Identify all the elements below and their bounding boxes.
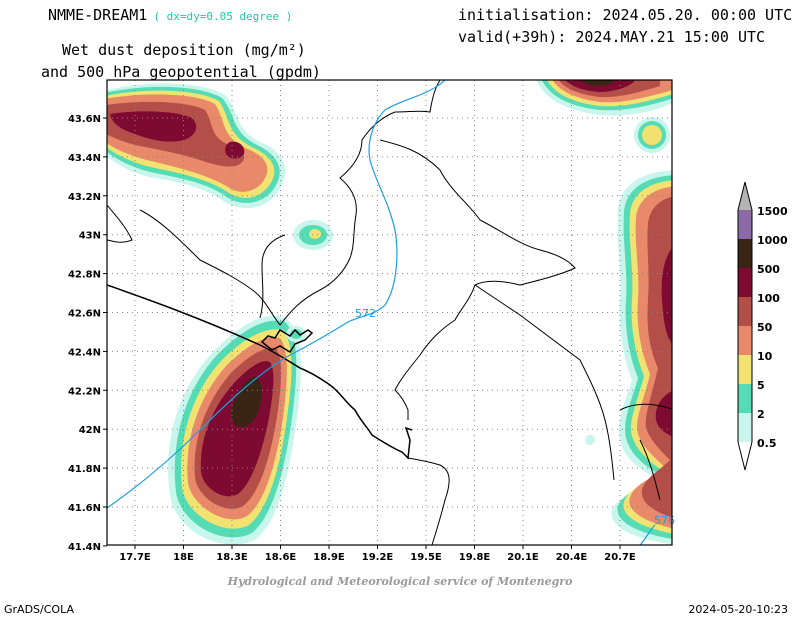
lat-tick-label: 41.8N <box>68 464 101 475</box>
lon-tick-label: 19.5E <box>410 552 442 563</box>
legend-swatch-50 <box>738 297 752 326</box>
border-hr-inland <box>259 234 286 319</box>
contour-label-576: 576 <box>654 514 675 527</box>
legend-label-2: 2 <box>757 408 765 421</box>
legend-label-10: 10 <box>757 350 773 363</box>
deposition-field <box>107 80 672 545</box>
lon-tick-label: 20.4E <box>556 552 588 563</box>
lat-lon-grid <box>107 80 672 545</box>
legend-label-50: 50 <box>757 321 773 334</box>
longitude-ticks: 17.7E 18E 18.3E 18.6E 18.9E 19.2E 19.5E 19.8E 20… <box>119 545 636 563</box>
lat-tick-label: 42.4N <box>68 347 101 358</box>
legend-outline <box>737 181 753 471</box>
border-mk <box>639 439 661 501</box>
lon-tick-label: 20.7E <box>604 552 636 563</box>
lat-tick-label: 43.6N <box>68 114 101 125</box>
blob-central-band-5 <box>309 229 321 239</box>
border-al-east <box>619 403 672 411</box>
valid-time: valid(+39h): 2024.MAY.21 15:00 UTC <box>458 28 766 46</box>
lat-tick-label: 42.6N <box>68 309 101 320</box>
software-label: GrADS/COLA <box>4 603 74 616</box>
lat-tick-label: 42.8N <box>68 270 101 281</box>
model-resolution: ( dx=dy=0.05 degree ) <box>153 10 293 23</box>
plume-coastal-core-500 <box>231 376 262 428</box>
contour-label-572: 572 <box>355 307 376 320</box>
legend-swatch-500 <box>738 239 752 268</box>
lat-tick-label: 43.2N <box>68 192 101 203</box>
contour-572-line <box>107 80 446 509</box>
legend-label-100: 100 <box>757 292 780 305</box>
border-me-al <box>407 457 450 545</box>
plume-northwest <box>107 83 286 209</box>
latitude-ticks: 43.6N 43.4N 43.2N 43N 42.8N 42.6N 42.4N 42.2N 42… <box>68 114 107 553</box>
lat-tick-label: 43N <box>79 231 101 242</box>
blob-northeast <box>634 117 670 153</box>
lat-tick-label: 41.6N <box>68 503 101 514</box>
legend-label-5: 5 <box>757 379 765 392</box>
model-title: NMME-DREAM1 ( dx=dy=0.05 degree ) <box>48 6 292 24</box>
border-srb-me-1 <box>394 80 441 113</box>
lon-tick-label: 18E <box>173 552 194 563</box>
plume-east-band-100-mid <box>665 286 672 335</box>
variable-title-line1: Wet dust deposition (mg/m²) <box>62 41 306 59</box>
plume-northeast <box>536 80 672 116</box>
lon-tick-label: 18.3E <box>216 552 248 563</box>
plume-east <box>611 170 672 544</box>
credit-line: Hydrological and Meteorological service … <box>227 575 573 588</box>
variable-title-line2: and 500 hPa geopotential (gpdm) <box>41 63 321 81</box>
border-bih-me <box>279 111 396 326</box>
geopotential-contours <box>107 80 656 545</box>
lat-tick-label: 41.4N <box>68 542 101 553</box>
legend-swatch-5 <box>738 355 752 384</box>
plume-northwest-spot-100 <box>225 141 245 159</box>
generation-timestamp: 2024-05-20-10:23 <box>688 603 788 616</box>
plume-northwest-core-100 <box>110 111 197 142</box>
border-srb-me-2 <box>379 139 576 420</box>
legend-label-0-5: 0.5 <box>757 437 777 450</box>
lon-tick-label: 19.2E <box>362 552 394 563</box>
coastline <box>107 284 413 460</box>
lon-tick-label: 17.7E <box>119 552 151 563</box>
model-name: NMME-DREAM1 <box>48 6 148 24</box>
borders <box>107 80 672 545</box>
legend-swatch-2 <box>738 384 752 413</box>
coastline-bay <box>260 328 314 354</box>
blob-small-dot <box>585 435 595 445</box>
legend-swatch-0-5 <box>738 413 752 442</box>
border-al-north <box>474 284 615 481</box>
lon-tick-label: 20.1E <box>507 552 539 563</box>
plume-northeast-core-500 <box>582 80 614 86</box>
initialisation-time: initialisation: 2024.05.20. 00:00 UTC <box>458 6 793 24</box>
border-bih-hr <box>139 209 281 326</box>
legend-label-500: 500 <box>757 263 780 276</box>
legend-swatch-10 <box>738 326 752 355</box>
legend-label-1000: 1000 <box>757 234 788 247</box>
legend-label-1500: 1500 <box>757 205 788 218</box>
plume-coastal <box>168 315 301 545</box>
legend-cap-bottom <box>738 442 752 470</box>
lat-tick-label: 43.4N <box>68 153 101 164</box>
contour-576-line <box>639 524 656 545</box>
plume-northeast-core-100 <box>565 80 634 92</box>
legend-swatch-1000 <box>738 210 752 239</box>
lon-tick-label: 18.9E <box>313 552 345 563</box>
lat-tick-label: 42N <box>79 425 101 436</box>
plume-east-band-100-lower <box>655 391 672 437</box>
blob-northeast-band-5 <box>642 125 662 145</box>
lat-tick-label: 42.2N <box>68 386 101 397</box>
color-legend: 1500 1000 500 100 50 10 5 2 0.5 <box>737 181 788 471</box>
legend-cap-top <box>738 182 752 210</box>
lon-tick-label: 18.6E <box>265 552 297 563</box>
border-west-stub <box>107 204 133 243</box>
legend-swatch-100 <box>738 268 752 297</box>
lon-tick-label: 19.8E <box>459 552 491 563</box>
